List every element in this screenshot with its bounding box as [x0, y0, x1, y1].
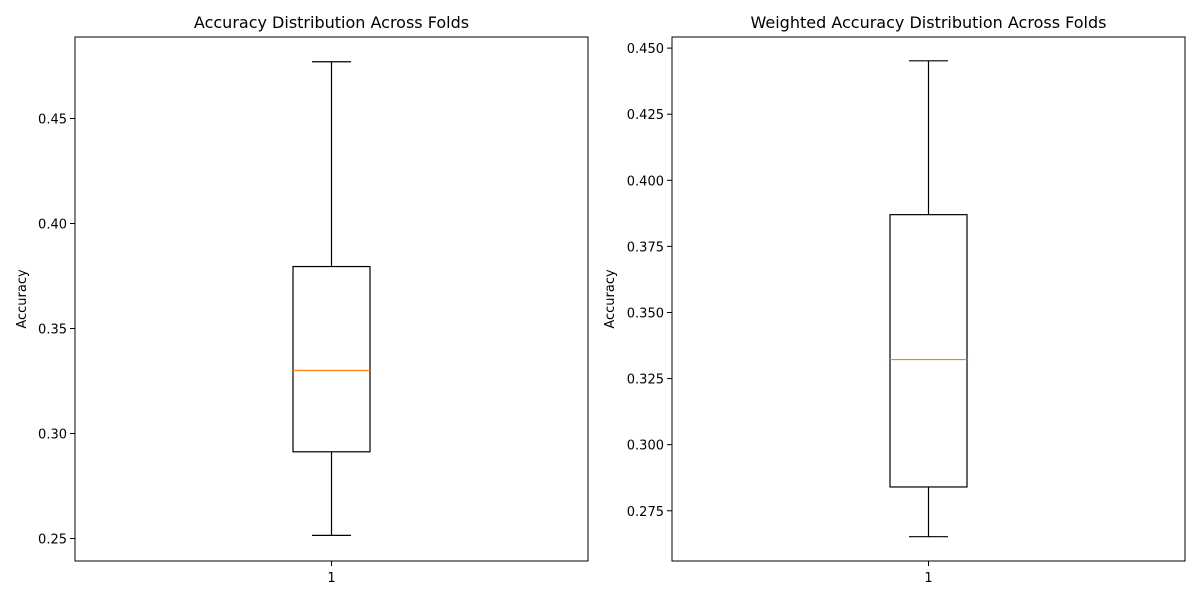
y-tick-label: 0.45 — [38, 112, 67, 127]
y-tick-label: 0.350 — [627, 306, 664, 321]
interquartile-box — [292, 265, 371, 453]
y-axis-label: Accuracy — [603, 269, 618, 329]
y-tick-label: 0.40 — [38, 217, 67, 232]
accuracy-box-plot: Accuracy Distribution Across Folds Accur… — [15, 13, 589, 586]
chart-title: Weighted Accuracy Distribution Across Fo… — [751, 13, 1107, 32]
y-tick-label: 0.35 — [38, 323, 67, 338]
x-axis-ticks: 1 — [327, 561, 336, 586]
y-tick-label: 0.425 — [627, 108, 664, 123]
box-marks — [292, 61, 371, 536]
weighted-accuracy-box-plot: Weighted Accuracy Distribution Across Fo… — [603, 13, 1186, 586]
y-tick-label: 0.300 — [627, 439, 664, 454]
y-tick-label: 0.30 — [38, 428, 67, 443]
y-axis-ticks: 0.275 0.300 0.325 0.350 0.375 0.400 0.425 0.450 — [627, 42, 672, 520]
y-tick-label: 0.400 — [627, 174, 664, 189]
y-tick-label: 0.375 — [627, 240, 664, 255]
y-tick-label: 0.25 — [38, 533, 67, 548]
y-axis-label: Accuracy — [15, 269, 30, 329]
x-tick-label: 1 — [327, 571, 335, 586]
interquartile-box — [889, 214, 968, 488]
y-axis-ticks: 0.25 0.30 0.35 0.40 0.45 — [38, 112, 75, 548]
x-axis-ticks: 1 — [924, 561, 933, 586]
y-tick-label: 0.325 — [627, 373, 664, 388]
x-tick-label: 1 — [924, 571, 932, 586]
box-marks — [889, 60, 968, 538]
chart-title: Accuracy Distribution Across Folds — [194, 13, 469, 32]
y-tick-label: 0.450 — [627, 42, 664, 57]
y-tick-label: 0.275 — [627, 505, 664, 520]
